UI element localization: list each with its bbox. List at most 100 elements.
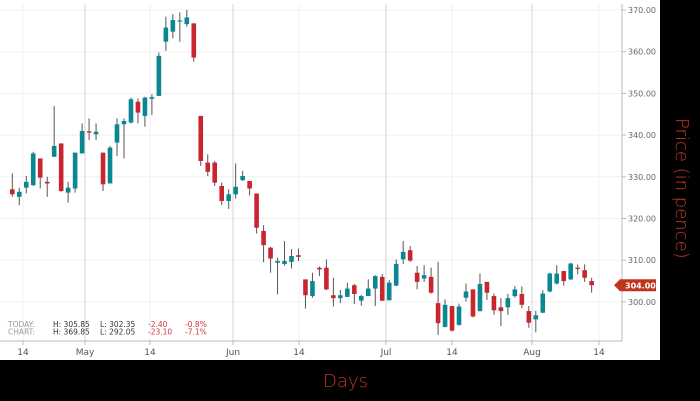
candle-body	[365, 288, 371, 297]
candle-down	[589, 277, 594, 293]
candle-body	[282, 261, 287, 264]
candle-down	[491, 293, 497, 315]
y-tick-label: 370.00	[628, 6, 656, 15]
candle-up	[393, 259, 399, 287]
candle-body	[456, 306, 462, 325]
candle-body	[212, 162, 218, 183]
candle-down	[449, 306, 455, 332]
candle-down	[484, 281, 490, 300]
candle-up	[365, 279, 371, 297]
candle-body	[582, 270, 587, 278]
candle-body	[575, 267, 580, 269]
candle-up	[114, 118, 120, 156]
x-tick-label: 14	[17, 348, 29, 358]
y-tick-label: 300.00	[628, 298, 656, 307]
candle-body	[10, 189, 15, 195]
candle-body	[121, 120, 127, 125]
chart-change: -23.10	[148, 328, 172, 337]
candle-up	[463, 283, 469, 302]
candle-body	[540, 293, 546, 313]
candle-down	[414, 266, 420, 290]
candle-down	[582, 264, 587, 282]
candle-body	[23, 181, 29, 188]
candle-up	[149, 94, 155, 116]
candle-up	[282, 241, 287, 266]
x-tick-label: 14	[446, 348, 458, 358]
candle-body	[247, 180, 252, 189]
candle-down	[428, 267, 434, 294]
candle-up	[142, 96, 148, 127]
candle-up	[65, 181, 71, 203]
candle-body	[359, 296, 364, 301]
candle-down	[135, 98, 141, 124]
candle-body	[233, 186, 238, 195]
candle-up	[79, 123, 85, 154]
candle-body	[561, 271, 567, 282]
candle-body	[498, 307, 504, 312]
candle-down	[247, 180, 252, 196]
candle-body	[72, 152, 78, 189]
candle-body	[477, 283, 483, 312]
candle-up	[23, 175, 29, 194]
y-tick-label: 330.00	[628, 173, 656, 182]
candle-body	[421, 275, 427, 279]
candle-down	[268, 246, 273, 273]
candle-body	[310, 281, 315, 297]
current-price-marker: 304.00	[614, 279, 656, 292]
x-tick-label: Jul	[380, 348, 392, 358]
candle-body	[547, 273, 553, 292]
candle-up	[16, 187, 22, 206]
candle-down	[575, 264, 580, 275]
today-high: H: 305.85	[53, 320, 90, 329]
candle-up	[163, 16, 169, 51]
candle-body	[331, 295, 336, 299]
candle-down	[317, 266, 322, 277]
chart-label: CHART:	[8, 328, 35, 337]
candle-body	[226, 194, 231, 201]
candle-body	[303, 279, 308, 296]
candle-body	[449, 306, 455, 331]
candle-up	[233, 163, 238, 199]
candle-down	[296, 248, 301, 262]
candle-body	[470, 289, 476, 317]
candle-up	[540, 290, 546, 314]
today-low: L: 302.35	[100, 320, 136, 329]
candle-down	[526, 306, 532, 328]
candle-body	[407, 250, 413, 261]
candle-body	[491, 296, 497, 311]
candle-body	[526, 311, 532, 323]
candle-up	[533, 310, 539, 333]
candle-body	[156, 55, 162, 96]
candle-up	[72, 152, 78, 193]
candle-body	[296, 255, 301, 257]
y-tick-label: 340.00	[628, 131, 656, 140]
candle-body	[414, 272, 420, 282]
candle-body	[198, 115, 204, 161]
candle-up	[128, 97, 134, 124]
today-change: -2.40	[148, 320, 168, 329]
candle-down	[407, 246, 413, 262]
candle-down	[561, 271, 567, 286]
candle-up	[505, 293, 511, 315]
candle-body	[568, 263, 573, 280]
candle-up	[289, 248, 294, 269]
candle-up	[400, 241, 406, 264]
candle-body	[345, 288, 350, 297]
y-axis-ticks: 300.00 310.00 320.00 330.00 340.00 350.00 360.…	[622, 6, 656, 307]
candle-up	[170, 14, 176, 39]
candle-up	[442, 299, 448, 328]
candle-up	[51, 105, 57, 157]
candle-body	[428, 276, 434, 293]
candle-down	[254, 193, 259, 234]
x-tick-label: Aug	[523, 348, 541, 358]
candle-down	[10, 173, 15, 197]
candle-down	[100, 152, 106, 191]
candle-up	[345, 282, 350, 297]
candle-down	[212, 160, 218, 186]
candle-body	[114, 124, 120, 143]
candle-up	[338, 289, 343, 304]
candle-body	[100, 152, 106, 185]
x-tick-label: 14	[293, 348, 305, 358]
candles	[10, 10, 594, 335]
